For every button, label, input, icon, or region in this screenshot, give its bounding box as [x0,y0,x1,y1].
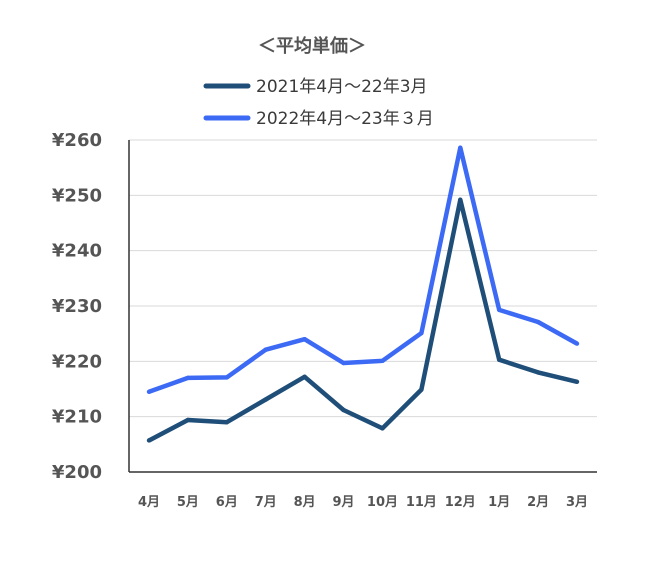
data-point-series-2-1 [185,375,191,381]
x-tick-label-10: 2月 [527,495,549,510]
data-point-series-2-9 [496,307,502,313]
series-lines [146,145,580,443]
data-point-series-2-11 [574,341,580,346]
data-point-series-1-6 [380,426,385,431]
y-tick-label-0: ¥200 [52,462,102,483]
data-point-series-1-10 [535,370,541,375]
x-tick-label-2: 6月 [216,495,238,510]
data-point-series-2-5 [341,360,346,366]
gridlines [129,139,597,418]
data-point-series-2-0 [146,389,152,394]
data-point-series-1-0 [146,438,152,443]
y-axis-ticks: ¥200 ¥210 ¥220 ¥230 ¥240 ¥250 ¥260 [52,130,102,483]
data-point-series-1-2 [224,420,230,425]
data-point-series-2-2 [224,375,230,380]
data-point-series-1-11 [574,379,580,385]
data-point-series-1-1 [185,417,191,423]
series-line-1 [147,197,578,443]
y-tick-label-5: ¥250 [52,185,102,206]
series-line-2 [148,145,579,394]
data-point-series-1-7 [419,387,424,392]
y-tick-label-3: ¥230 [52,296,102,317]
data-point-series-2-8 [458,145,463,150]
legend: 2021年4月～22年3月 2022年4月～23年３月 [203,77,434,129]
legend-label-series-2: 2022年4月～23年３月 [256,109,434,129]
x-tick-label-1: 5月 [177,495,199,510]
data-point-series-1-8 [458,197,463,202]
x-tick-label-4: 8月 [294,495,316,510]
x-tick-label-5: 9月 [333,495,355,510]
y-tick-label-6: ¥260 [52,130,102,151]
data-point-series-1-9 [496,357,502,362]
data-point-series-2-3 [263,347,268,352]
data-point-series-1-4 [302,374,307,380]
y-tick-label-4: ¥240 [52,241,102,262]
x-tick-label-0: 4月 [138,495,160,510]
x-tick-label-8: 12月 [445,495,476,510]
y-tick-label-1: ¥210 [52,407,102,428]
chart-title: ＜平均単価＞ [258,35,366,57]
x-axis-ticks: 4月 5月 6月 7月 8月 9月 10月 11月 12月 1月 2月 3月 [138,495,588,510]
x-tick-label-7: 11月 [406,495,437,510]
x-tick-label-9: 1月 [488,495,510,510]
legend-label-series-1: 2021年4月～22年3月 [256,77,428,97]
x-tick-label-3: 7月 [255,495,277,510]
data-point-series-1-5 [341,407,346,413]
y-tick-label-2: ¥220 [52,351,102,372]
data-point-series-2-10 [535,319,541,325]
data-point-series-2-4 [302,337,307,342]
x-tick-label-11: 3月 [566,495,588,510]
data-point-series-2-6 [380,358,385,363]
axes [128,140,597,473]
data-point-series-2-7 [419,330,424,336]
data-point-series-1-3 [263,397,268,402]
x-tick-label-6: 10月 [367,495,398,510]
